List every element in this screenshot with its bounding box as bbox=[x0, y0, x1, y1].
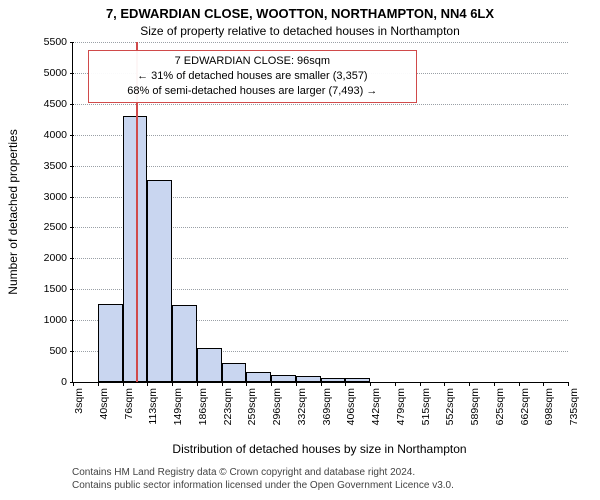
gridline bbox=[73, 166, 568, 167]
x-tick-mark bbox=[246, 382, 247, 386]
x-tick-mark bbox=[222, 382, 223, 386]
y-tick-label: 5500 bbox=[44, 36, 73, 48]
y-tick-label: 4000 bbox=[44, 129, 73, 141]
y-tick-label: 0 bbox=[61, 376, 73, 388]
x-tick-label: 625sqm bbox=[494, 388, 506, 425]
y-tick-label: 1500 bbox=[44, 283, 73, 295]
histogram-bar bbox=[172, 305, 197, 382]
x-tick-mark bbox=[73, 382, 74, 386]
x-tick-label: 479sqm bbox=[395, 388, 407, 425]
x-tick-mark bbox=[98, 382, 99, 386]
histogram-bar bbox=[271, 375, 296, 382]
x-tick-label: 698sqm bbox=[543, 388, 555, 425]
x-tick-label: 369sqm bbox=[321, 388, 333, 425]
x-tick-mark bbox=[271, 382, 272, 386]
x-tick-label: 40sqm bbox=[98, 388, 110, 420]
x-tick-label: 735sqm bbox=[568, 388, 580, 425]
x-tick-label: 259sqm bbox=[246, 388, 258, 425]
annotation-line-1: 7 EDWARDIAN CLOSE: 96sqm bbox=[95, 54, 410, 69]
x-tick-mark bbox=[494, 382, 495, 386]
histogram-bar bbox=[296, 376, 321, 382]
y-tick-label: 2000 bbox=[44, 252, 73, 264]
y-tick-label: 2500 bbox=[44, 221, 73, 233]
x-tick-label: 223sqm bbox=[222, 388, 234, 425]
y-axis-label: Number of detached properties bbox=[6, 129, 20, 294]
footer-line-2: Contains public sector information licen… bbox=[72, 479, 454, 492]
x-tick-label: 113sqm bbox=[147, 388, 159, 425]
y-tick-label: 4500 bbox=[44, 98, 73, 110]
histogram-bar bbox=[246, 372, 271, 383]
x-tick-mark bbox=[172, 382, 173, 386]
footer-line-1: Contains HM Land Registry data © Crown c… bbox=[72, 466, 454, 479]
footer-attribution: Contains HM Land Registry data © Crown c… bbox=[72, 466, 454, 492]
x-tick-label: 296sqm bbox=[271, 388, 283, 425]
x-tick-label: 662sqm bbox=[519, 388, 531, 425]
x-tick-mark bbox=[519, 382, 520, 386]
x-tick-label: 515sqm bbox=[420, 388, 432, 425]
x-axis-label: Distribution of detached houses by size … bbox=[72, 442, 567, 456]
y-tick-label: 3000 bbox=[44, 191, 73, 203]
histogram-bar bbox=[321, 378, 346, 382]
x-tick-mark bbox=[123, 382, 124, 386]
annotation-line-3: 68% of semi-detached houses are larger (… bbox=[95, 84, 410, 99]
x-tick-mark bbox=[568, 382, 569, 386]
x-tick-label: 76sqm bbox=[123, 388, 135, 420]
histogram-bar bbox=[197, 348, 222, 382]
chart-subtitle: Size of property relative to detached ho… bbox=[0, 24, 600, 38]
x-tick-label: 332sqm bbox=[296, 388, 308, 425]
y-tick-label: 500 bbox=[49, 345, 73, 357]
histogram-bar bbox=[98, 304, 123, 383]
x-tick-label: 406sqm bbox=[345, 388, 357, 425]
gridline bbox=[73, 42, 568, 43]
annotation-box: 7 EDWARDIAN CLOSE: 96sqm ← 31% of detach… bbox=[88, 50, 417, 103]
plot-area: 0500100015002000250030003500400045005000… bbox=[72, 42, 568, 383]
x-tick-label: 442sqm bbox=[370, 388, 382, 425]
x-tick-mark bbox=[469, 382, 470, 386]
y-tick-label: 3500 bbox=[44, 160, 73, 172]
x-tick-mark bbox=[321, 382, 322, 386]
y-tick-label: 5000 bbox=[44, 67, 73, 79]
x-tick-mark bbox=[147, 382, 148, 386]
x-tick-mark bbox=[296, 382, 297, 386]
gridline bbox=[73, 104, 568, 105]
histogram-bar bbox=[222, 363, 247, 382]
y-tick-label: 1000 bbox=[44, 314, 73, 326]
x-tick-label: 589sqm bbox=[469, 388, 481, 425]
x-tick-label: 186sqm bbox=[197, 388, 209, 425]
x-tick-mark bbox=[420, 382, 421, 386]
x-tick-label: 149sqm bbox=[172, 388, 184, 425]
x-tick-label: 3sqm bbox=[73, 388, 85, 414]
x-tick-mark bbox=[197, 382, 198, 386]
annotation-line-2: ← 31% of detached houses are smaller (3,… bbox=[95, 69, 410, 84]
x-tick-mark bbox=[370, 382, 371, 386]
x-tick-mark bbox=[395, 382, 396, 386]
histogram-bar bbox=[345, 378, 370, 382]
chart-container: { "title_line1": "7, EDWARDIAN CLOSE, WO… bbox=[0, 0, 600, 500]
x-tick-mark bbox=[345, 382, 346, 386]
x-tick-mark bbox=[444, 382, 445, 386]
x-tick-label: 552sqm bbox=[444, 388, 456, 425]
histogram-bar bbox=[147, 180, 172, 382]
chart-title-address: 7, EDWARDIAN CLOSE, WOOTTON, NORTHAMPTON… bbox=[0, 6, 600, 21]
gridline bbox=[73, 135, 568, 136]
histogram-bar bbox=[123, 116, 148, 382]
x-tick-mark bbox=[543, 382, 544, 386]
